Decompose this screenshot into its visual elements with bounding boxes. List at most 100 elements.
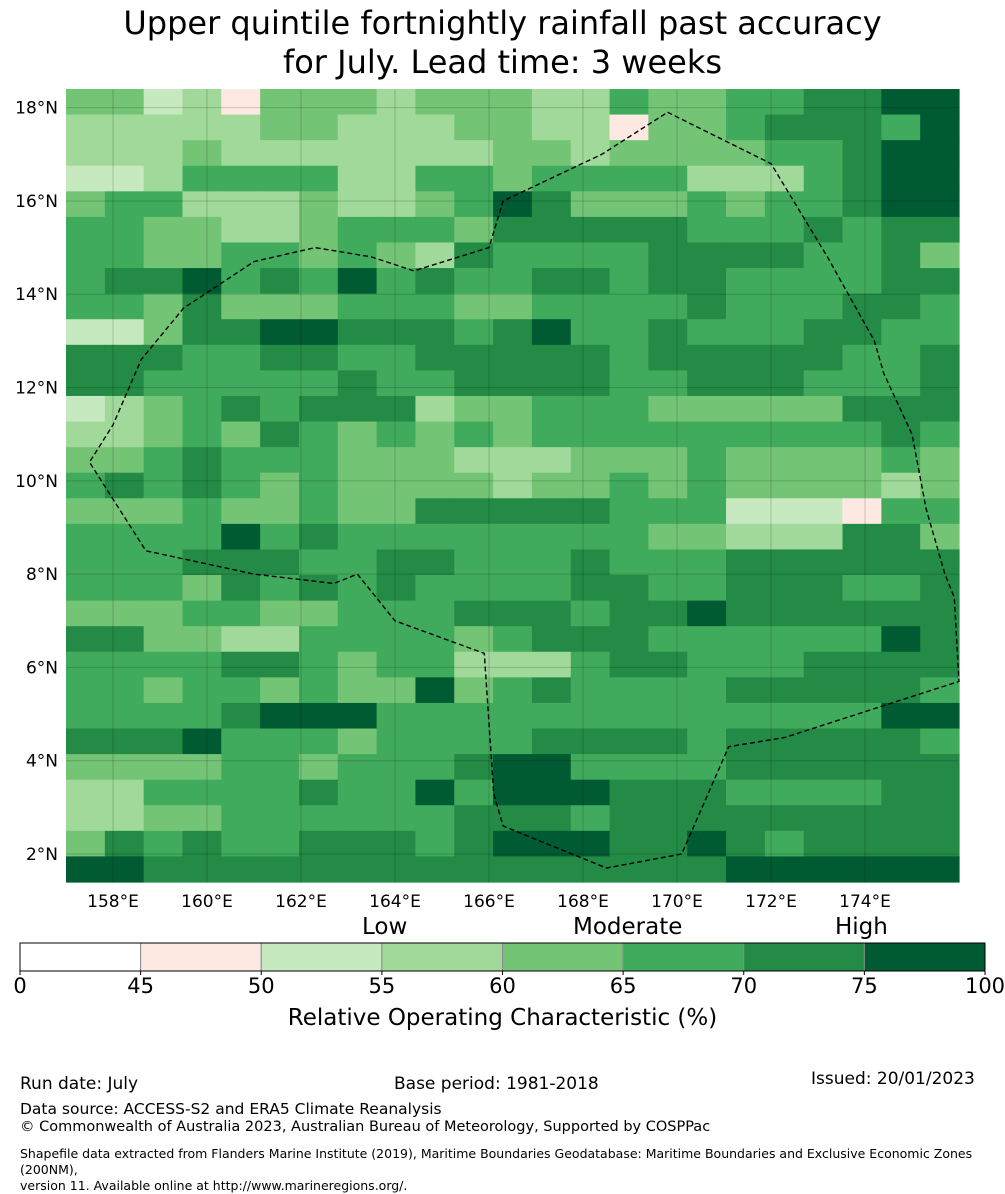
map-cell — [648, 216, 688, 244]
map-cell — [803, 856, 844, 883]
map-cell — [609, 728, 649, 755]
map-cell — [143, 140, 184, 167]
map-cell — [298, 114, 339, 141]
map-cell — [337, 779, 378, 806]
map-cell — [609, 830, 649, 858]
map-cell — [298, 293, 339, 320]
lon-tick-label: 174°E — [839, 892, 891, 912]
map-cell — [260, 293, 300, 320]
map-cell — [376, 549, 417, 576]
map-cell — [298, 779, 339, 806]
map-cell — [570, 447, 611, 474]
map-cell — [376, 447, 417, 474]
map-cell — [648, 779, 688, 806]
map-cell — [337, 677, 378, 704]
map-cell — [609, 268, 649, 295]
map-cell — [260, 728, 300, 755]
map-cell — [842, 114, 882, 141]
map-cell — [842, 319, 882, 346]
map-cell — [104, 421, 145, 448]
map-cell — [454, 395, 494, 423]
map-cell — [648, 319, 688, 346]
map-cell — [609, 242, 649, 269]
map-cell — [298, 165, 339, 192]
map-cell — [182, 344, 222, 371]
map-cell — [803, 754, 844, 781]
map-cell — [881, 140, 921, 167]
map-cell — [182, 242, 222, 269]
map-cell — [66, 191, 106, 218]
map-cell — [531, 89, 572, 116]
map-cell — [104, 114, 145, 141]
map-cell — [221, 293, 261, 320]
category-high-label: High — [835, 914, 888, 940]
map-cell — [221, 319, 261, 346]
map-cell — [376, 344, 417, 371]
map-cell — [842, 549, 882, 576]
map-cell — [726, 89, 766, 116]
map-cell — [531, 626, 572, 653]
map-cell — [493, 702, 533, 730]
map-cell — [66, 549, 106, 576]
map-cell — [920, 626, 960, 653]
map-cell — [726, 268, 766, 295]
map-cell — [920, 728, 960, 755]
map-cell — [648, 165, 688, 192]
map-cell — [609, 472, 649, 499]
map-cell — [298, 549, 339, 576]
map-cell — [842, 651, 882, 678]
map-cell — [298, 319, 339, 346]
map-cell — [493, 165, 533, 192]
map-cell — [415, 805, 455, 832]
map-cell — [221, 754, 261, 781]
map-cell — [726, 395, 766, 423]
map-cell — [143, 805, 184, 832]
map-cell — [570, 626, 611, 653]
map-cell — [531, 498, 572, 525]
map-cell — [260, 626, 300, 653]
map-cell — [260, 754, 300, 781]
map-cell — [609, 216, 649, 244]
map-cell — [687, 216, 727, 244]
map-cell — [415, 830, 455, 858]
map-cell — [182, 191, 222, 218]
map-cell — [764, 600, 805, 627]
map-cell — [764, 421, 805, 448]
lon-tick-label: 164°E — [369, 892, 421, 912]
map-cell — [104, 498, 145, 525]
map-cell — [726, 677, 766, 704]
map-cell — [687, 523, 727, 551]
map-cell — [648, 626, 688, 653]
map-cell — [104, 242, 145, 269]
map-cell — [337, 395, 378, 423]
map-cell — [376, 626, 417, 653]
map-cell — [842, 575, 882, 602]
map-cell — [764, 805, 805, 832]
map-cell — [454, 165, 494, 192]
colorbar-tick-label: 75 — [851, 974, 878, 998]
map-cell — [221, 344, 261, 371]
map-cell — [609, 805, 649, 832]
map-cell — [764, 293, 805, 320]
map-cell — [609, 702, 649, 730]
map-cell — [260, 89, 300, 116]
map-cell — [687, 830, 727, 858]
map-cell — [415, 89, 455, 116]
map-cell — [648, 370, 688, 397]
longitude-axis: 158°E 160°E 162°E 164°E 166°E 168°E 170°E 172°E… — [87, 892, 891, 912]
map-cell — [648, 728, 688, 755]
map-cell — [337, 754, 378, 781]
map-cell — [570, 523, 611, 551]
map-cell — [182, 702, 222, 730]
map-cell — [609, 523, 649, 551]
map-cell — [726, 600, 766, 627]
map-cell — [143, 421, 184, 448]
map-cell — [648, 421, 688, 448]
map-cell — [920, 651, 960, 678]
map-cell — [687, 89, 727, 116]
map-cell — [66, 600, 106, 627]
map-cell — [920, 89, 960, 116]
map-cell — [376, 805, 417, 832]
rainfall-accuracy-map: 158°E 160°E 162°E 164°E 166°E 168°E 170°E 172°E… — [15, 89, 960, 912]
map-cell — [531, 395, 572, 423]
